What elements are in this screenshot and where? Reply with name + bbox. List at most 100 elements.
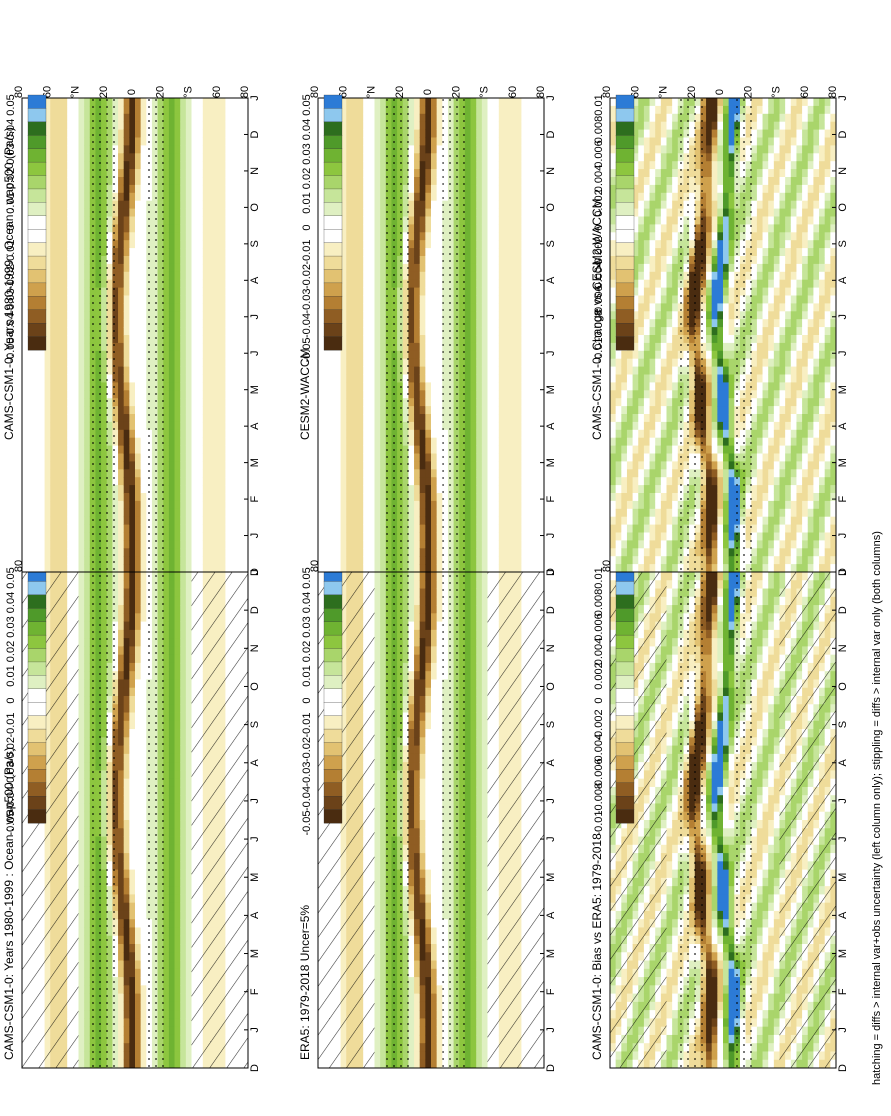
heat-cell — [84, 382, 90, 390]
heat-cell — [62, 367, 68, 375]
heat-cell — [197, 398, 203, 406]
heat-cell — [197, 138, 203, 146]
heat-cell — [208, 485, 214, 493]
heat-cell — [118, 272, 124, 280]
heat-cell — [203, 398, 209, 406]
heat-cell — [129, 812, 135, 821]
heat-cell — [175, 335, 181, 343]
heat-cell — [135, 704, 141, 713]
heat-cell — [242, 114, 248, 122]
heat-cell — [141, 311, 147, 319]
heat-cell — [56, 114, 62, 122]
heat-cell — [141, 185, 147, 193]
heat-cell — [203, 303, 209, 311]
heat-cell — [180, 217, 186, 225]
heat-cell — [79, 280, 85, 288]
heat-cell — [237, 382, 243, 390]
heat-cell — [129, 161, 135, 169]
heat-cell — [129, 153, 135, 161]
heat-cell — [22, 548, 28, 556]
heat-cell — [50, 335, 56, 343]
heat-cell — [129, 919, 135, 928]
heat-cell — [56, 351, 62, 359]
heat-cell — [242, 177, 248, 185]
heat-cell — [197, 359, 203, 367]
heat-cell — [124, 845, 130, 854]
heat-cell — [22, 288, 28, 296]
heat-cell — [50, 351, 56, 359]
heat-cell — [237, 398, 243, 406]
heat-cell — [79, 114, 85, 122]
heat-cell — [192, 169, 198, 177]
heat-cell — [129, 589, 135, 598]
heat-cell — [129, 1035, 135, 1044]
heat-cell — [175, 398, 181, 406]
heat-cell — [231, 406, 237, 414]
colorbar-swatch — [28, 283, 46, 297]
heat-cell — [220, 98, 226, 106]
heat-cell — [84, 903, 90, 912]
heat-cell — [135, 406, 141, 414]
heat-cell — [180, 114, 186, 122]
heat-cell — [180, 367, 186, 375]
heat-cell — [118, 375, 124, 383]
heat-cell — [186, 911, 192, 920]
heat-cell — [118, 572, 124, 581]
heat-cell — [175, 1060, 181, 1069]
heat-cell — [186, 469, 192, 477]
heat-cell — [22, 296, 28, 304]
heat-cell — [84, 853, 90, 862]
heat-cell — [124, 280, 130, 288]
heat-cell — [175, 556, 181, 564]
heat-cell — [39, 422, 45, 430]
heat-cell — [22, 145, 28, 153]
heat-cell — [67, 454, 73, 462]
heat-cell — [22, 264, 28, 272]
heat-cell — [231, 153, 237, 161]
heat-cell — [225, 382, 231, 390]
heat-cell — [237, 248, 243, 256]
heat-cell — [220, 217, 226, 225]
heat-cell — [220, 446, 226, 454]
heat-cell — [135, 663, 141, 672]
heat-cell — [118, 1027, 124, 1036]
heat-cell — [135, 952, 141, 961]
heat-cell — [186, 382, 192, 390]
heat-cell — [169, 414, 175, 422]
heat-cell — [203, 201, 209, 209]
heat-cell — [129, 878, 135, 887]
heat-cell — [129, 138, 135, 146]
heat-cell — [62, 493, 68, 501]
heat-cell — [45, 398, 51, 406]
heat-cell — [175, 414, 181, 422]
heat-cell — [175, 272, 181, 280]
heat-cell — [192, 217, 198, 225]
heat-cell — [118, 770, 124, 779]
heat-cell — [118, 303, 124, 311]
heat-cell — [118, 106, 124, 114]
heat-cell — [141, 209, 147, 217]
heat-cell — [141, 729, 147, 738]
heat-cell — [28, 375, 34, 383]
heat-cell — [45, 556, 51, 564]
heat-cell — [62, 153, 68, 161]
heat-cell — [135, 303, 141, 311]
heat-cell — [124, 248, 130, 256]
heat-cell — [79, 548, 85, 556]
heat-cell — [79, 820, 85, 829]
heat-cell — [214, 548, 220, 556]
heat-cell — [175, 721, 181, 730]
heat-cell — [237, 153, 243, 161]
heat-cell — [124, 367, 130, 375]
heat-cell — [180, 729, 186, 738]
heat-cell — [220, 461, 226, 469]
heat-cell — [225, 256, 231, 264]
heat-cell — [203, 169, 209, 177]
heat-cell — [79, 153, 85, 161]
heat-cell — [141, 828, 147, 837]
heat-cell — [169, 853, 175, 862]
heat-cell — [225, 264, 231, 272]
heat-cell — [175, 704, 181, 713]
heat-cell — [141, 622, 147, 631]
